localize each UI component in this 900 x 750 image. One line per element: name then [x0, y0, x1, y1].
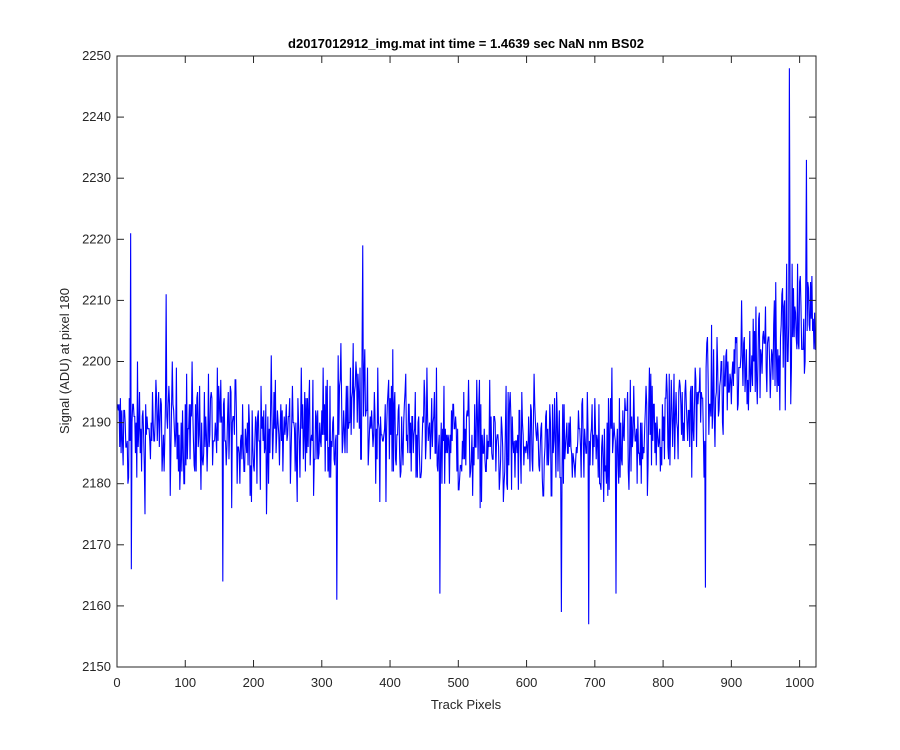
- x-tick-label: 200: [243, 675, 265, 690]
- x-tick-label: 400: [379, 675, 401, 690]
- x-tick-label: 700: [584, 675, 606, 690]
- x-tick-label: 800: [652, 675, 674, 690]
- x-tick-label: 100: [174, 675, 196, 690]
- axes-box: [116, 55, 817, 668]
- y-tick-label: 2200: [82, 354, 111, 369]
- x-tick-label: 0: [113, 675, 120, 690]
- y-tick-label: 2180: [82, 476, 111, 491]
- chart-title: d2017012912_img.mat int time = 1.4639 se…: [288, 36, 644, 51]
- plot-background: [117, 56, 816, 667]
- x-tick-label: 600: [516, 675, 538, 690]
- y-tick-label: 2170: [82, 537, 111, 552]
- ticks-layer: 0 100 200 300 400 500 600 700 800 900 1000 2150 2160…: [82, 48, 816, 690]
- y-tick-label: 2250: [82, 48, 111, 63]
- y-tick-label: 2230: [82, 170, 111, 185]
- x-tick-label: 300: [311, 675, 333, 690]
- y-tick-label: 2210: [82, 292, 111, 307]
- y-tick-label: 2190: [82, 415, 111, 430]
- y-axis-label: Signal (ADU) at pixel 180: [57, 288, 72, 434]
- x-tick-label: 500: [447, 675, 469, 690]
- y-tick-label: 2240: [82, 109, 111, 124]
- x-tick-label: 900: [721, 675, 743, 690]
- series-layer: [117, 68, 816, 625]
- y-tick-label: 2220: [82, 231, 111, 246]
- x-axis-label: Track Pixels: [431, 697, 502, 712]
- y-tick-label: 2150: [82, 659, 111, 674]
- x-tick-label: 1000: [785, 675, 814, 690]
- y-tick-label: 2160: [82, 598, 111, 613]
- series-line: [117, 68, 816, 625]
